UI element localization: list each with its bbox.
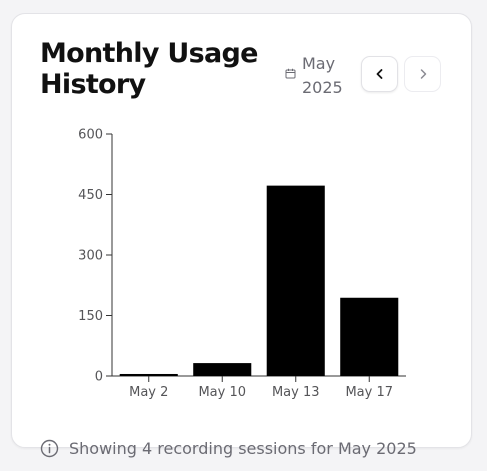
card-title: Monthly Usage History <box>40 38 258 100</box>
footer-note: Showing 4 recording sessions for May 202… <box>40 439 417 458</box>
chevron-left-icon <box>376 69 382 79</box>
chevron-right-icon <box>420 69 426 79</box>
bar-may-10 <box>193 363 252 376</box>
bar-may-2 <box>119 373 178 376</box>
x-tick-label: May 10 <box>198 385 246 400</box>
y-tick-label: 300 <box>78 249 103 264</box>
bar-may-17 <box>340 297 399 376</box>
current-month-label: May 2025 <box>302 54 343 97</box>
info-icon <box>40 439 59 458</box>
x-tick-label: May 2 <box>129 385 168 400</box>
bar-may-13 <box>266 185 325 376</box>
y-tick-label: 0 <box>95 370 103 385</box>
y-tick-label: 450 <box>78 188 103 203</box>
footer-text: Showing 4 recording sessions for May 202… <box>69 439 417 458</box>
y-tick-label: 600 <box>78 128 103 143</box>
next-month-button[interactable] <box>404 56 441 92</box>
x-tick-label: May 13 <box>272 385 320 400</box>
calendar-icon <box>285 68 296 79</box>
y-tick-label: 150 <box>78 309 103 324</box>
x-tick-label: May 17 <box>345 385 393 400</box>
previous-month-button[interactable] <box>361 56 398 92</box>
